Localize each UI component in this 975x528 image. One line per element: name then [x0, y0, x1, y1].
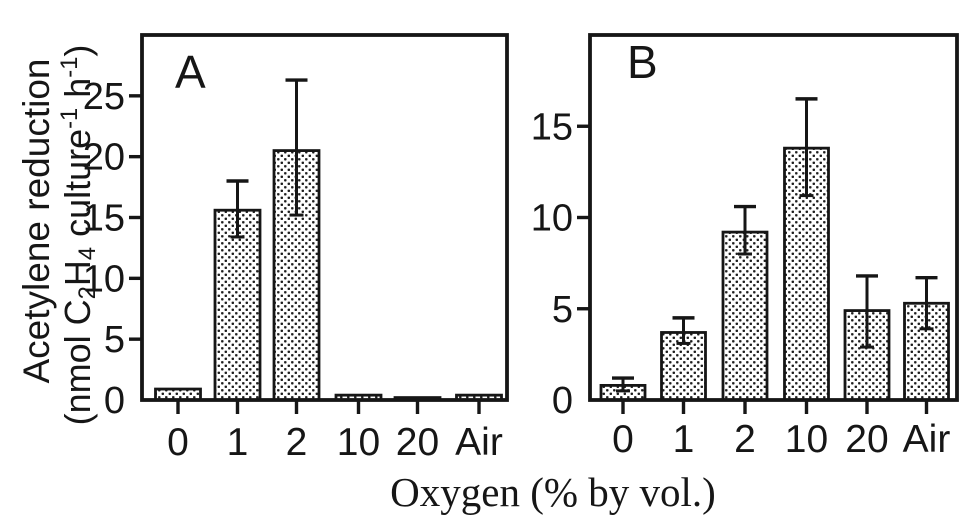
- panel-label-B: B: [627, 36, 658, 88]
- panel-b-x-tick-label-2: 2: [734, 418, 756, 461]
- panel-a-y-tick-label-25: 25: [83, 76, 125, 118]
- panel-a-x-tick-label-0: 0: [167, 421, 189, 464]
- x-axis-title: Oxygen (% by vol.): [390, 469, 716, 515]
- panel-a-x-tick-label-20: 20: [396, 421, 439, 464]
- panel-a-bar-1: [213, 208, 262, 402]
- panel-b-bar-2: [721, 230, 769, 402]
- panel-b-x-axis-ticks: 0 1 2 10 20 Air: [612, 401, 951, 461]
- panel-a-x-tick-label-2: 2: [286, 421, 308, 464]
- panel-a-errorbar-2: [285, 78, 308, 217]
- panel-b-errorbar-2: [734, 204, 756, 256]
- panel-b-y-tick-label-0: 0: [552, 380, 573, 422]
- panel-b-y-tick-label-5: 5: [552, 289, 573, 331]
- panel-b-errorbar-20: [856, 274, 878, 349]
- panel-a-x-tick-label-10: 10: [337, 421, 380, 464]
- panel-label-A: A: [175, 46, 206, 98]
- panel-a-y-tick-label-5: 5: [104, 319, 125, 361]
- panel-b-errorbar-Air: [915, 276, 938, 331]
- panel-b-y-axis-ticks: 0 5 10 15: [531, 106, 590, 422]
- panel-b-y-tick-label-10: 10: [531, 198, 573, 240]
- panel-a-y-axis-ticks: 0 5 10 15 20 25: [83, 76, 142, 422]
- panel-a-x-axis-ticks: 0 1 2 10 20 Air: [167, 401, 503, 464]
- panel-b-x-tick-label-20: 20: [845, 418, 888, 461]
- panel-b-x-tick-label-1: 1: [673, 418, 695, 461]
- panel-a-y-tick-label-0: 0: [104, 380, 125, 422]
- panel-b-errorbar-1: [672, 316, 695, 345]
- panel-a-errorbar-1: [226, 179, 249, 239]
- panel-b-errorbar-10: [795, 97, 818, 198]
- panel-b-x-tick-label-0: 0: [612, 418, 634, 461]
- panel-a-x-tick-label-1: 1: [227, 421, 249, 464]
- panel-a-y-tick-label-20: 20: [83, 137, 125, 179]
- panel-a-y-tick-label-15: 15: [83, 198, 125, 240]
- panel-a-x-tick-label-Air: Air: [455, 421, 503, 464]
- panel-a-y-tick-label-10: 10: [83, 258, 125, 300]
- panel-b-x-tick-label-10: 10: [785, 418, 828, 461]
- panel-b-frame: [588, 33, 959, 402]
- panel-b-y-tick-label-15: 15: [531, 106, 573, 148]
- panel-b-errorbar-0: [612, 376, 634, 393]
- panel-b-x-tick-label-Air: Air: [903, 418, 951, 461]
